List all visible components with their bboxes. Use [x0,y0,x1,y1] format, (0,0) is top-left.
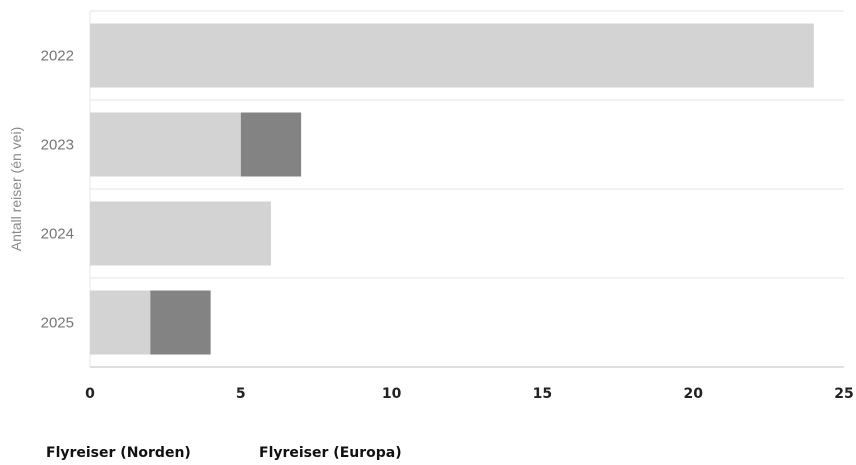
x-tick-label-5: 5 [236,386,246,402]
category-labels: 2022 2023 2024 2025 [41,48,74,332]
bar-2025-series-1 [90,290,151,355]
bar-2023-series-2 [240,112,302,177]
legend-item-2: Flyreiser (Europa) [259,445,402,461]
bar-2025-series-2 [150,290,211,355]
category-label-2024: 2024 [41,226,74,243]
x-tick-label-0: 0 [85,386,95,402]
bar-2022-series-1 [90,23,814,88]
category-label-2022: 2022 [41,48,74,65]
bars [90,23,814,355]
legend: Flyreiser (Norden) Flyreiser (Europa) [46,445,402,461]
category-label-2023: 2023 [41,137,74,154]
bar-2024-series-1 [90,201,271,266]
x-tick-label-10: 10 [382,386,402,402]
x-tick-labels: 0 5 10 15 20 25 [85,386,854,402]
bar-2023-series-1 [90,112,241,177]
category-label-2025: 2025 [41,315,74,332]
x-tick-label-20: 20 [683,386,703,402]
legend-item-1: Flyreiser (Norden) [46,445,191,461]
x-tick-label-25: 25 [834,386,853,402]
y-axis-title: Antall reiser (én vei) [8,127,24,252]
x-tick-label-15: 15 [533,386,552,402]
